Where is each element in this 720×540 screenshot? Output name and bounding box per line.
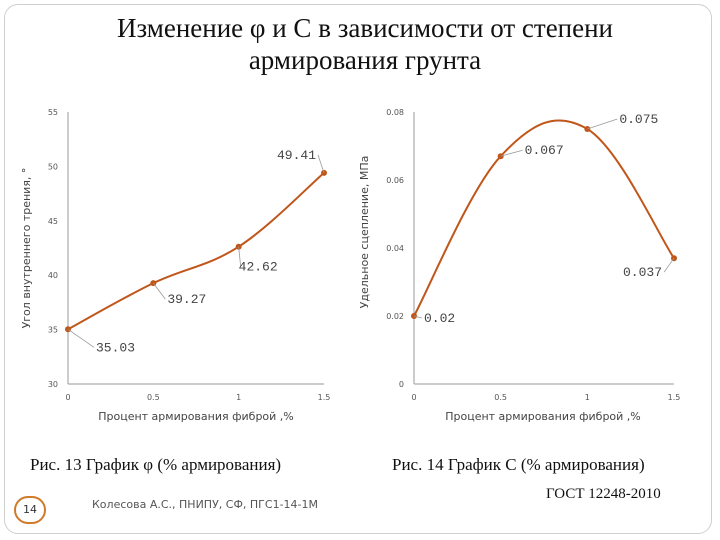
chart2-y-axis-title: Удельное сцепление, МПа bbox=[358, 156, 371, 309]
page-number-badge: 14 bbox=[14, 496, 46, 524]
caption-left: Рис. 13 График φ (% армирования) bbox=[30, 455, 282, 474]
slide-frame bbox=[4, 4, 712, 534]
chart2-leader-line bbox=[587, 118, 618, 130]
chart1-data-label: 39.27 bbox=[167, 292, 206, 307]
chart1-x-tick-label: 1.5 bbox=[318, 393, 331, 402]
caption-right: Рис. 14 График С (% армирования) bbox=[392, 455, 645, 474]
chart1-leader-line bbox=[238, 246, 242, 267]
chart2-y-tick-label: 0.08 bbox=[386, 108, 404, 117]
chart1-y-tick-label: 30 bbox=[48, 380, 58, 389]
chart2-series-line bbox=[413, 119, 675, 317]
chart1-y-tick-label: 40 bbox=[48, 271, 58, 280]
chart1-data-label: 42.62 bbox=[239, 260, 278, 275]
chart1-data-label: 35.03 bbox=[96, 340, 135, 355]
chart2-x-tick-label: 0 bbox=[411, 393, 416, 402]
chart2-data-label: 0.067 bbox=[525, 143, 564, 158]
chart1-x-tick-label: 0.5 bbox=[147, 393, 160, 402]
chart2-y-tick-label: 0.04 bbox=[386, 244, 404, 253]
chart2-leader-line bbox=[500, 149, 523, 157]
chart1-leader-line bbox=[153, 282, 166, 300]
chart1-y-tick-label: 50 bbox=[48, 162, 58, 171]
chart1-y-tick-label: 45 bbox=[48, 217, 58, 226]
chart2-x-tick-label: 0.5 bbox=[494, 393, 507, 402]
chart1-x-axis-title: Процент армирования фиброй ,% bbox=[98, 410, 294, 423]
chart1-leader-line bbox=[67, 328, 95, 348]
chart1-leader-line bbox=[317, 154, 325, 173]
chart2-data-label: 0.075 bbox=[619, 112, 658, 127]
gost-label: ГОСТ 12248-2010 bbox=[546, 486, 661, 502]
chart1-data-label: 49.41 bbox=[277, 148, 316, 163]
chart1-y-axis-title: Угол внутреннего трения, ° bbox=[20, 168, 33, 329]
chart2-data-label: 0.02 bbox=[424, 311, 455, 326]
chart2-x-tick-label: 1.5 bbox=[668, 393, 681, 402]
chart1-y-tick-label: 55 bbox=[48, 108, 58, 117]
chart2-leader-line bbox=[413, 315, 423, 319]
chart2-leader-line bbox=[663, 257, 675, 273]
chart1-y-tick-label: 35 bbox=[48, 326, 58, 335]
chart1-x-tick-label: 0 bbox=[65, 393, 70, 402]
chart1-x-tick-label: 1 bbox=[236, 393, 241, 402]
chart2-x-axis-title: Процент армирования фиброй ,% bbox=[445, 410, 641, 423]
author-footer: Колесова А.С., ПНИПУ, СФ, ПГС1-14-1М bbox=[92, 498, 318, 511]
chart2-x-tick-label: 1 bbox=[585, 393, 590, 402]
chart2-y-tick-label: 0.06 bbox=[386, 176, 404, 185]
chart2-data-label: 0.037 bbox=[623, 265, 662, 280]
slide-title: Изменение φ и С в зависимости от степени… bbox=[116, 13, 614, 75]
chart2-y-tick-label: 0 bbox=[399, 380, 404, 389]
chart2-y-tick-label: 0.02 bbox=[386, 312, 404, 321]
chart1-series-line bbox=[67, 172, 325, 331]
